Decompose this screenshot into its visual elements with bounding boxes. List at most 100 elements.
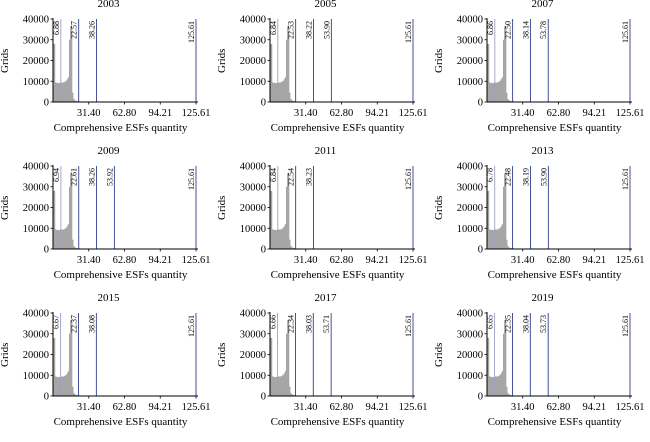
histogram-bar: [505, 386, 508, 396]
threshold-label: 125.61: [187, 168, 196, 190]
panel-title: 2013: [531, 145, 554, 157]
x-axis-label: Comprehensive ESFs quantity: [53, 122, 188, 134]
threshold-label: 125.61: [404, 21, 413, 43]
threshold-label: 125.61: [621, 21, 630, 43]
histogram-bar: [68, 186, 72, 249]
y-tick-label: 40000: [23, 309, 49, 320]
histogram-bar: [64, 375, 67, 396]
x-tick-label: 94.21: [365, 108, 389, 119]
panel-title: 2011: [314, 145, 337, 157]
threshold-label: 6.88: [52, 21, 61, 35]
histogram-bar: [497, 376, 500, 396]
histogram-bar: [53, 337, 56, 396]
histogram-bar: [271, 229, 274, 249]
y-tick-label: 40000: [23, 15, 49, 26]
x-tick-label: 31.40: [77, 108, 101, 119]
histogram-bar: [491, 377, 494, 396]
histogram-bar: [505, 92, 508, 102]
histogram-bar: [57, 377, 60, 396]
chart-panel-2017: 2017 Grids Comprehensive ESFs quantity 0 100…: [216, 292, 434, 442]
histogram-bar: [284, 371, 288, 396]
histogram-bar: [492, 377, 495, 396]
y-tick-label: 40000: [457, 309, 483, 320]
histogram-bar: [288, 386, 291, 396]
threshold-label: 125.61: [404, 315, 413, 337]
chart-panel-2003: 2003 Grids Comprehensive ESFs quantity 0 100…: [0, 0, 217, 148]
histogram-bar: [507, 394, 510, 396]
y-tick-label: 10000: [457, 77, 483, 88]
chart-panel-2019: 2019 Grids Comprehensive ESFs quantity 0 100…: [433, 292, 650, 442]
y-tick-label: 20000: [457, 203, 483, 214]
chart-panel-2007: 2007 Grids Comprehensive ESFs quantity 0 100…: [433, 0, 650, 148]
x-tick-label: 62.80: [113, 108, 137, 119]
histogram-bar: [70, 26, 73, 103]
histogram-bar: [274, 230, 277, 249]
histogram-bar: [65, 80, 68, 102]
histogram-bar: [65, 227, 68, 249]
histogram-bar: [62, 229, 65, 249]
y-tick-label: 0: [44, 245, 49, 256]
histogram-bar: [74, 247, 77, 249]
x-axis-label: Comprehensive ESFs quantity: [270, 416, 405, 428]
histogram-bar: [290, 100, 293, 102]
histogram-bar: [283, 79, 286, 102]
y-tick-label: 10000: [240, 371, 266, 382]
histogram-bar: [504, 320, 507, 396]
y-tick-label: 0: [478, 98, 483, 109]
histogram-bar: [63, 229, 66, 249]
chart-panel-2011: 2011 Grids Comprehensive ESFs quantity 0 100…: [216, 145, 434, 295]
y-tick-label: 40000: [23, 162, 49, 173]
y-tick-label: 20000: [457, 350, 483, 361]
histogram-bar: [57, 83, 60, 102]
x-tick-label: 94.21: [148, 108, 172, 119]
histogram-bar: [498, 228, 501, 249]
x-tick-label: 125.61: [182, 108, 211, 119]
x-axis-label: Comprehensive ESFs quantity: [487, 122, 622, 134]
histogram-bar: [490, 376, 493, 396]
histogram-bar: [61, 376, 64, 396]
y-tick-label: 30000: [23, 329, 49, 340]
y-tick-label: 30000: [23, 182, 49, 193]
histogram-bar: [501, 224, 505, 249]
histogram-bar: [70, 173, 73, 249]
y-tick-label: 20000: [23, 56, 49, 67]
histogram-bar: [72, 98, 75, 102]
histogram-bar: [278, 82, 281, 102]
histogram-bar: [499, 227, 502, 249]
histogram-bar: [72, 245, 75, 249]
histogram-bar: [288, 239, 291, 249]
histogram-bar: [502, 333, 506, 396]
histogram-bar: [275, 83, 278, 102]
histogram-bar: [54, 229, 57, 249]
histogram-bar: [490, 82, 493, 102]
histogram-bar: [273, 82, 276, 102]
histogram-bar: [63, 376, 66, 396]
histogram-bar: [273, 376, 276, 396]
x-axis-label: Comprehensive ESFs quantity: [270, 122, 405, 134]
threshold-label: 22.61: [70, 168, 79, 186]
histogram-bar: [272, 230, 275, 249]
threshold-label: 53.90: [322, 21, 331, 39]
x-tick-label: 94.21: [148, 255, 172, 266]
histogram-bar: [487, 190, 490, 249]
x-tick-label: 94.21: [582, 255, 606, 266]
x-tick-label: 125.61: [182, 402, 211, 413]
histogram-bar: [281, 375, 284, 396]
histogram-bar: [282, 227, 285, 249]
x-tick-label: 31.40: [77, 402, 101, 413]
x-tick-label: 94.21: [582, 108, 606, 119]
histogram-bar: [270, 190, 273, 249]
y-tick-label: 10000: [23, 224, 49, 235]
y-tick-label: 10000: [23, 371, 49, 382]
histogram-bar: [74, 394, 77, 396]
y-tick-label: 0: [478, 245, 483, 256]
histogram-bar: [290, 247, 293, 249]
threshold-label: 6.94: [52, 168, 61, 182]
histogram-bar: [279, 376, 282, 396]
threshold-label: 22.48: [504, 168, 513, 186]
histogram-bar: [66, 373, 69, 396]
histogram-bar: [287, 26, 290, 103]
y-tick-label: 40000: [457, 15, 483, 26]
